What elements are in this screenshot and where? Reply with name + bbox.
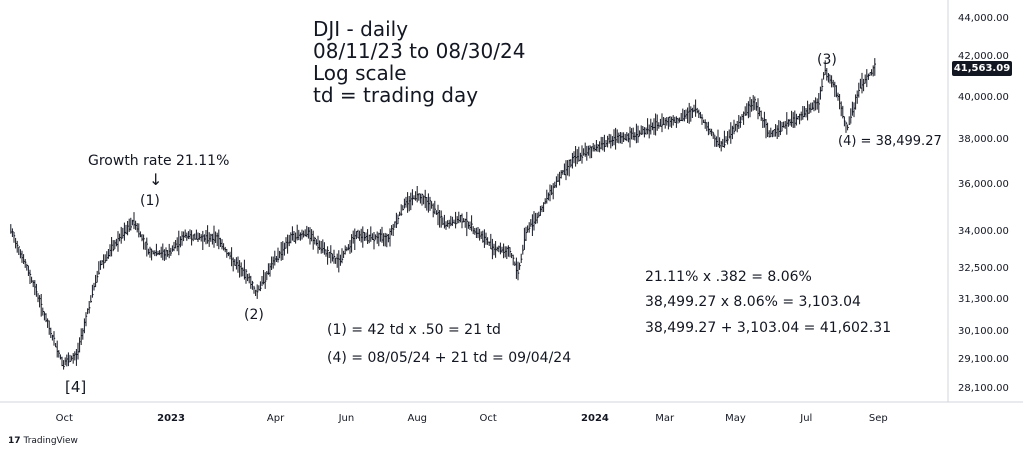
header-scale: Log scale: [313, 61, 407, 85]
x-tick-label: Jul: [800, 413, 813, 424]
x-tick-label: Oct: [479, 413, 497, 424]
y-tick-label: 29,100.00: [958, 354, 1009, 366]
y-tick-label: 31,300.00: [958, 294, 1009, 305]
y-tick-label: 36,000.00: [958, 178, 1009, 190]
y-tick-label: 28,100.00: [958, 383, 1009, 394]
calc-retrace-points: 38,499.27 x 8.06% = 3,103.04: [645, 294, 861, 310]
growth-rate-label: Growth rate 21.11%: [88, 153, 230, 169]
tradingview-logo-mark: 17: [8, 436, 21, 446]
calc-target-date: (4) = 08/05/24 + 21 td = 09/04/24: [327, 350, 572, 366]
y-tick-label: 30,100.00: [958, 326, 1009, 338]
x-tick-label: Aug: [407, 413, 428, 424]
y-tick-label: 40,000.00: [958, 91, 1009, 103]
ohlc-bars: [10, 58, 876, 370]
y-tick-label: 44,000.00: [958, 13, 1009, 24]
x-tick-label: 2024: [581, 413, 609, 424]
x-tick-label: Apr: [266, 413, 285, 424]
wave-3-label: (3): [817, 52, 837, 68]
calc-retrace-rate: 21.11% x .382 = 8.06%: [645, 269, 812, 285]
y-tick-label: 38,000.00: [958, 133, 1009, 145]
calc-target: 38,499.27 + 3,103.04 = 41,602.31: [645, 320, 892, 336]
header-range: 08/11/23 to 08/30/24: [313, 39, 526, 63]
down-arrow-icon: ↓: [149, 170, 163, 189]
chart-header: DJI - daily 08/11/23 to 08/30/24 Log sca…: [313, 18, 525, 106]
last-price-badge: 41,563.09: [952, 61, 1012, 76]
y-tick-label: 34,000.00: [958, 225, 1009, 237]
y-tick-label: 32,500.00: [958, 262, 1009, 274]
x-tick-label: 2023: [157, 413, 185, 424]
header-title: DJI - daily: [313, 17, 409, 41]
wave-4-major-label: [4]: [65, 378, 87, 396]
x-tick-label: Mar: [655, 413, 675, 424]
wave-1-label: (1): [140, 193, 160, 209]
tradingview-logo-text: TradingView: [23, 436, 78, 446]
wave-2-label: (2): [244, 307, 264, 323]
y-tick-label: 42,000.00: [958, 51, 1009, 63]
x-tick-label: Sep: [868, 413, 888, 424]
header-note: td = trading day: [313, 83, 479, 107]
x-tick-label: Oct: [55, 413, 73, 424]
plot-background: [0, 0, 948, 402]
wave-4-label: (4) = 38,499.27: [838, 134, 942, 149]
tradingview-logo[interactable]: 17 TradingView: [8, 436, 78, 446]
calc-duration: (1) = 42 td x .50 = 21 td: [327, 322, 501, 338]
x-tick-label: Jun: [338, 413, 355, 424]
x-tick-label: May: [725, 413, 746, 424]
